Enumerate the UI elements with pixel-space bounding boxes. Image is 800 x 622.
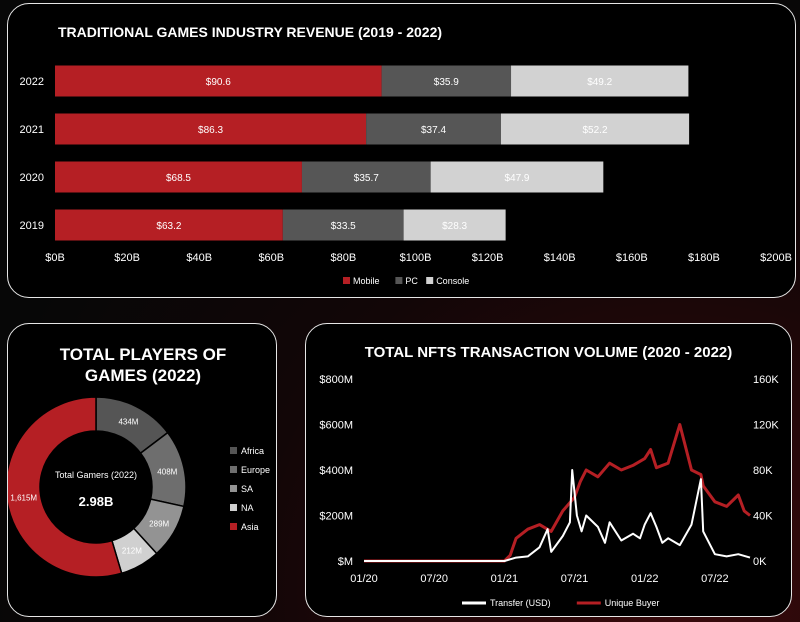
legend-label: Transfer (USD) xyxy=(490,598,551,608)
bar-value-label: $63.2 xyxy=(156,221,181,232)
bar-console xyxy=(403,209,506,241)
year-label: 2019 xyxy=(20,220,44,232)
x-tick-label: $0B xyxy=(45,252,65,264)
legend-label: NA xyxy=(241,503,254,513)
x-tick-label: $80B xyxy=(331,252,357,264)
series-line-unique-buyer xyxy=(364,423,751,563)
x-tick-label: $180B xyxy=(688,252,720,264)
y-left-tick-label: $M xyxy=(338,556,353,568)
bar-value-label: $28.3 xyxy=(442,221,467,232)
bar-value-label: $33.5 xyxy=(331,221,356,232)
bar-value-label: $47.9 xyxy=(504,173,529,184)
bar-console xyxy=(511,65,689,97)
legend-swatch xyxy=(230,485,237,492)
bar-pc xyxy=(366,113,501,145)
x-tick-label: 01/22 xyxy=(631,573,659,585)
slice-value-label: 434M xyxy=(118,418,138,427)
x-tick-label: $60B xyxy=(258,252,284,264)
bar-pc xyxy=(381,65,512,97)
series-line-transfer xyxy=(364,469,751,562)
nft-line-chart: $M $200M $400M $600M $800M 0K 40K 80K 120K 160K 01… xyxy=(319,374,779,608)
x-tick-label: $140B xyxy=(544,252,576,264)
y-left-tick-label: $800M xyxy=(319,374,353,386)
bar-mobile xyxy=(55,113,367,145)
bar-value-label: $68.5 xyxy=(166,173,191,184)
bar-value-label: $90.6 xyxy=(206,77,231,88)
nft-chart-title: TOTAL NFTS TRANSACTION VOLUME (2020 - 20… xyxy=(364,344,733,361)
y-right-tick-label: 120K xyxy=(753,420,779,432)
donut-center-value: 2.98B xyxy=(79,494,114,509)
x-tick-label: $160B xyxy=(616,252,648,264)
x-tick-label: 07/20 xyxy=(420,573,448,585)
x-tick-label: $100B xyxy=(400,252,432,264)
players-chart-title: TOTAL PLAYERS OF GAMES (2022) xyxy=(59,345,227,385)
bar-value-label: $49.2 xyxy=(587,77,612,88)
legend-label: Mobile xyxy=(353,276,380,286)
revenue-chart-title: TRADITIONAL GAMES INDUSTRY REVENUE (2019… xyxy=(58,24,443,40)
slice-value-label: 1,615M xyxy=(10,494,37,503)
y-left-tick-label: $600M xyxy=(319,420,353,432)
players-donut-chart: 434M 408M 289M 212M 1,615M Total Gamers (2022… xyxy=(8,396,270,578)
legend-swatch xyxy=(426,277,434,284)
legend-label: Console xyxy=(436,276,469,286)
y-right-tick-label: 160K xyxy=(753,374,779,386)
bar-value-label: $52.2 xyxy=(583,125,608,136)
legend-swatch xyxy=(395,277,403,284)
bar-value-label: $37.4 xyxy=(421,125,446,136)
bar-pc xyxy=(301,161,431,193)
year-label: 2022 xyxy=(20,76,44,88)
bar-value-label: $86.3 xyxy=(198,125,223,136)
bar-pc xyxy=(282,209,404,241)
x-tick-label: $200B xyxy=(760,252,792,264)
year-label: 2021 xyxy=(20,124,44,136)
bar-mobile xyxy=(55,65,382,97)
donut-center-caption: Total Gamers (2022) xyxy=(55,470,137,480)
legend-label: Unique Buyer xyxy=(605,598,660,608)
players-panel: TOTAL PLAYERS OF GAMES (2022) 434M 408M 28… xyxy=(7,323,277,617)
bar-mobile xyxy=(55,209,283,241)
slice-value-label: 289M xyxy=(149,520,169,529)
legend-swatch xyxy=(343,277,350,284)
x-tick-label: $120B xyxy=(472,252,504,264)
year-label: 2020 xyxy=(20,172,44,184)
y-right-tick-label: 0K xyxy=(753,556,767,568)
bar-mobile xyxy=(55,161,302,193)
legend-swatch xyxy=(230,447,237,454)
bar-console xyxy=(430,161,604,193)
x-tick-label: 01/20 xyxy=(350,573,378,585)
bar-value-label: $35.7 xyxy=(354,173,379,184)
donut-slice-asia xyxy=(8,396,123,578)
x-tick-label: 01/21 xyxy=(491,573,519,585)
nft-panel: TOTAL NFTS TRANSACTION VOLUME (2020 - 20… xyxy=(305,323,792,617)
legend-label: PC xyxy=(405,276,418,286)
y-right-tick-label: 80K xyxy=(753,465,773,477)
legend-swatch xyxy=(230,523,237,530)
y-left-tick-label: $400M xyxy=(319,465,353,477)
slice-value-label: 212M xyxy=(122,547,142,556)
y-right-tick-label: 40K xyxy=(753,511,773,523)
x-tick-label: $40B xyxy=(186,252,212,264)
y-left-tick-label: $200M xyxy=(319,511,353,523)
x-tick-label: 07/21 xyxy=(561,573,589,585)
revenue-chart: 2022 $90.6 $35.9 $49.2 2021 $86.3 $37.4 $52.2 20… xyxy=(20,65,792,286)
legend-label: Asia xyxy=(241,522,259,532)
legend-label: SA xyxy=(241,484,253,494)
slice-value-label: 408M xyxy=(157,467,177,476)
revenue-panel: TRADITIONAL GAMES INDUSTRY REVENUE (2019… xyxy=(7,3,796,298)
x-tick-label: $20B xyxy=(114,252,140,264)
x-tick-label: 07/22 xyxy=(701,573,729,585)
legend-label: Africa xyxy=(241,446,264,456)
bar-value-label: $35.9 xyxy=(434,77,459,88)
legend-swatch xyxy=(230,504,237,511)
bar-console xyxy=(500,113,690,145)
legend-label: Europe xyxy=(241,465,270,475)
legend-swatch xyxy=(230,466,237,473)
